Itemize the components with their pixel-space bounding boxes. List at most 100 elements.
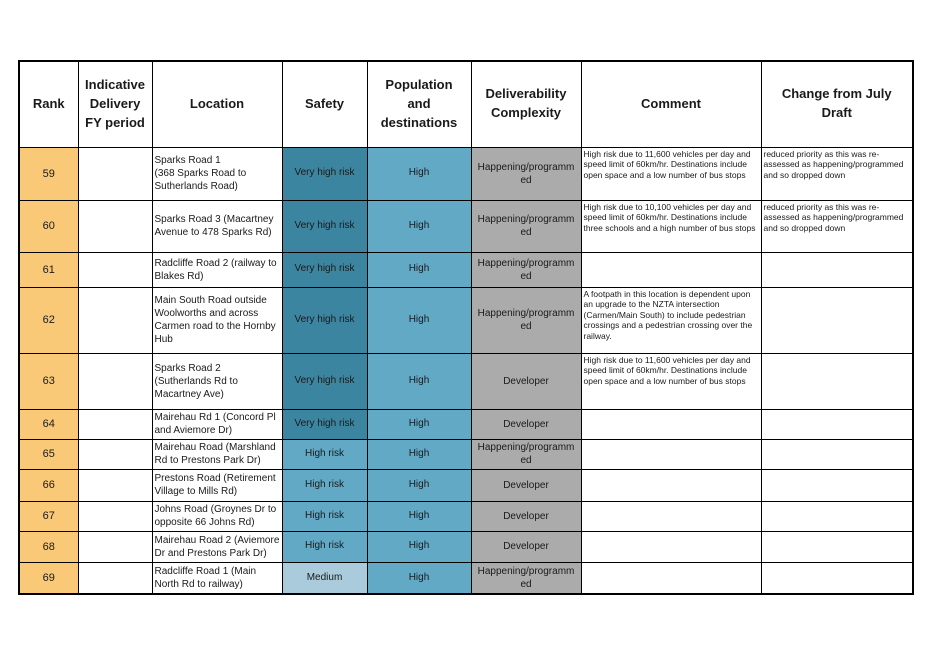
comment-cell [580, 468, 762, 502]
location-cell: Sparks Road 2 (Sutherlands Rd to Macartn… [151, 352, 283, 410]
location-cell: Sparks Road 3 (Macartney Avenue to 478 S… [151, 199, 283, 253]
population-cell: High [366, 561, 472, 595]
fy-cell [77, 500, 153, 532]
location-cell: Mairehau Rd 1 (Concord Pl and Aviemore D… [151, 408, 283, 440]
table-header: Rank Indicative Delivery FY period Locatio… [18, 60, 914, 148]
change-cell [760, 408, 914, 440]
comment-cell: High risk due to 11,600 vehicles per day… [580, 146, 762, 201]
fy-cell [77, 408, 153, 440]
change-cell [760, 352, 914, 410]
safety-cell: Very high risk [281, 251, 368, 288]
table-row: 60 Sparks Road 3 (Macartney Avenue to 478… [18, 199, 914, 253]
table-row: 59 Sparks Road 1 (368 Sparks Road to Suth… [18, 146, 914, 201]
column-header-location: Location [151, 60, 283, 148]
deliverability-cell: Developer [470, 468, 582, 502]
location-cell: Prestons Road (Retirement Village to Mil… [151, 468, 283, 502]
safety-cell: Very high risk [281, 408, 368, 440]
population-cell: High [366, 500, 472, 532]
safety-cell: Very high risk [281, 352, 368, 410]
safety-cell: Very high risk [281, 146, 368, 201]
change-cell [760, 500, 914, 532]
fy-cell [77, 530, 153, 563]
table-row: 61 Radcliffe Road 2 (railway to Blakes Rd… [18, 251, 914, 288]
deliverability-cell: Happening/programmed [470, 251, 582, 288]
change-cell: reduced priority as this was re-assessed… [760, 199, 914, 253]
safety-cell: High risk [281, 438, 368, 470]
fy-cell [77, 468, 153, 502]
column-header-comment: Comment [580, 60, 762, 148]
change-cell [760, 438, 914, 470]
change-cell [760, 561, 914, 595]
column-header-deliverability: Deliverability Complexity [470, 60, 582, 148]
safety-cell: High risk [281, 468, 368, 502]
comment-cell [580, 438, 762, 470]
fy-cell [77, 561, 153, 595]
table-row: 64 Mairehau Rd 1 (Concord Pl and Aviemore… [18, 408, 914, 440]
safety-cell: Very high risk [281, 199, 368, 253]
rank-cell: 62 [18, 286, 79, 354]
location-cell: Johns Road (Groynes Dr to opposite 66 Jo… [151, 500, 283, 532]
table-row: 69 Radcliffe Road 1 (Main North Rd to rai… [18, 561, 914, 595]
population-cell: High [366, 468, 472, 502]
table-row: 67 Johns Road (Groynes Dr to opposite 66 … [18, 500, 914, 532]
population-cell: High [366, 251, 472, 288]
population-cell: High [366, 530, 472, 563]
location-cell: Mairehau Road 2 (Aviemore Dr and Preston… [151, 530, 283, 563]
safety-cell: High risk [281, 530, 368, 563]
deliverability-cell: Happening/programmed [470, 199, 582, 253]
comment-cell: A footpath in this location is dependent… [580, 286, 762, 354]
table-row: 66 Prestons Road (Retirement Village to M… [18, 468, 914, 502]
column-header-change: Change from July Draft [760, 60, 914, 148]
deliverability-cell: Happening/programmed [470, 438, 582, 470]
rank-cell: 69 [18, 561, 79, 595]
change-cell [760, 530, 914, 563]
deliverability-cell: Happening/programmed [470, 146, 582, 201]
deliverability-cell: Developer [470, 500, 582, 532]
change-cell [760, 468, 914, 502]
comment-cell: High risk due to 11,600 vehicles per day… [580, 352, 762, 410]
deliverability-cell: Happening/programmed [470, 561, 582, 595]
location-cell: Radcliffe Road 1 (Main North Rd to railw… [151, 561, 283, 595]
comment-cell [580, 530, 762, 563]
location-cell: Sparks Road 1 (368 Sparks Road to Suther… [151, 146, 283, 201]
rank-cell: 61 [18, 251, 79, 288]
rank-cell: 63 [18, 352, 79, 410]
fy-cell [77, 352, 153, 410]
comment-cell [580, 500, 762, 532]
population-cell: High [366, 286, 472, 354]
column-header-safety: Safety [281, 60, 368, 148]
population-cell: High [366, 408, 472, 440]
location-cell: Mairehau Road (Marshland Rd to Prestons … [151, 438, 283, 470]
population-cell: High [366, 199, 472, 253]
header-row: Rank Indicative Delivery FY period Locatio… [18, 60, 914, 148]
location-cell: Radcliffe Road 2 (railway to Blakes Rd) [151, 251, 283, 288]
table-row: 68 Mairehau Road 2 (Aviemore Dr and Prest… [18, 530, 914, 563]
rank-cell: 66 [18, 468, 79, 502]
change-cell [760, 251, 914, 288]
location-cell: Main South Road outside Woolworths and a… [151, 286, 283, 354]
table-row: 65 Mairehau Road (Marshland Rd to Preston… [18, 438, 914, 470]
fy-cell [77, 146, 153, 201]
safety-cell: Medium [281, 561, 368, 595]
deliverability-cell: Developer [470, 530, 582, 563]
footpath-priority-table: Rank Indicative Delivery FY period Locatio… [18, 60, 914, 595]
deliverability-cell: Developer [470, 352, 582, 410]
column-header-population: Population and destinations [366, 60, 472, 148]
comment-cell [580, 561, 762, 595]
rank-cell: 68 [18, 530, 79, 563]
safety-cell: Very high risk [281, 286, 368, 354]
fy-cell [77, 251, 153, 288]
comment-cell [580, 251, 762, 288]
rank-cell: 60 [18, 199, 79, 253]
comment-cell: High risk due to 10,100 vehicles per day… [580, 199, 762, 253]
change-cell: reduced priority as this was re-assessed… [760, 146, 914, 201]
population-cell: High [366, 352, 472, 410]
rank-cell: 65 [18, 438, 79, 470]
safety-cell: High risk [281, 500, 368, 532]
fy-cell [77, 199, 153, 253]
column-header-fy: Indicative Delivery FY period [77, 60, 153, 148]
fy-cell [77, 438, 153, 470]
table-row: 63 Sparks Road 2 (Sutherlands Rd to Macar… [18, 352, 914, 410]
rank-cell: 59 [18, 146, 79, 201]
